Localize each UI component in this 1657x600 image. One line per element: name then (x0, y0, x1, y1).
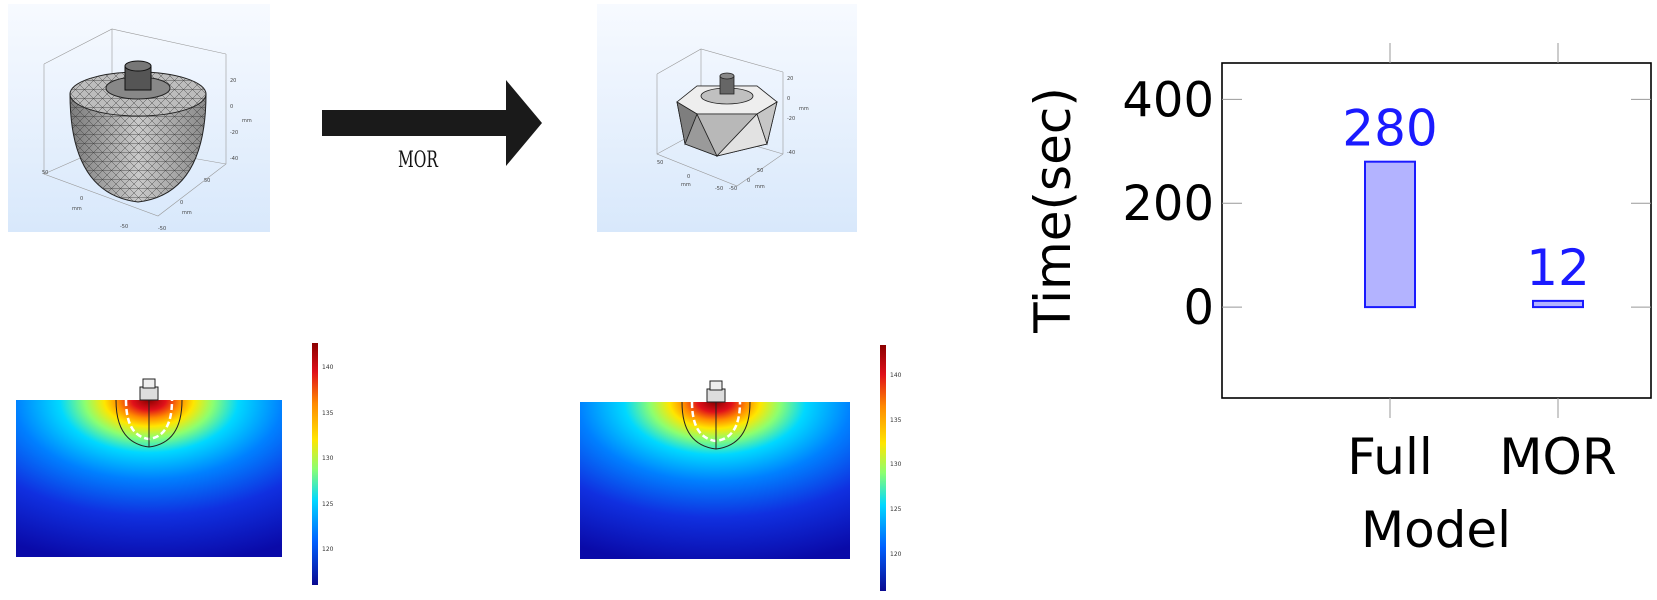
y-tick: 0 (747, 178, 750, 184)
reduced-mesh-plot: 20 0 -20 -40 mm 50 0 -50 mm 50 0 -50 mm (597, 4, 857, 232)
x-tick: 0 (80, 196, 83, 202)
x-axis-label: Model (1361, 501, 1511, 559)
z-tick: 0 (230, 104, 233, 110)
device-outline (681, 380, 751, 450)
z-tick: -20 (787, 116, 795, 122)
y-tick-label: 0 (1183, 280, 1214, 336)
x-tick-label: MOR (1499, 428, 1616, 486)
y-tick: 0 (180, 200, 183, 206)
z-tick: -40 (787, 150, 795, 156)
z-tick: 20 (787, 76, 793, 82)
axis-unit: mm (681, 182, 691, 188)
plot-frame (1221, 62, 1652, 399)
y-tick: -50 (729, 186, 737, 192)
axis-unit: mm (182, 210, 192, 216)
full-mesh-plot: 20 0 -20 -40 mm 50 0 -50 mm 50 0 -50 mm (8, 4, 270, 232)
colorbar-tick: 120 (890, 551, 902, 558)
bar-full (1364, 160, 1416, 309)
colorbar-tick: 120 (322, 546, 334, 553)
mesh-bowl (69, 60, 207, 203)
colorbar-tick: 125 (322, 501, 334, 508)
bar-mor (1532, 299, 1584, 309)
y-tick: -50 (158, 226, 166, 232)
colorbar-tick: 125 (890, 506, 902, 513)
axis-unit: mm (755, 184, 765, 190)
x-axis-ticks: Full MOR (1347, 43, 1617, 486)
z-tick: 0 (787, 96, 790, 102)
reduced-mesh-shape (676, 72, 778, 157)
y-axis-ticks: 0 200 400 (1122, 72, 1651, 336)
colorbar-tick: 140 (322, 364, 334, 371)
y-tick-label: 200 (1122, 176, 1214, 232)
bar-series: 280 12 (1342, 100, 1590, 309)
colorbar-tick: 135 (322, 410, 334, 417)
colorbar (880, 345, 886, 591)
reduction-arrow: MOR (318, 78, 548, 198)
x-tick: 0 (687, 174, 690, 180)
axis-unit: mm (242, 118, 252, 124)
bar-data-label: 12 (1526, 239, 1590, 297)
axis-unit: mm (799, 106, 809, 112)
arrow-shape (322, 80, 542, 166)
x-tick: 50 (657, 160, 663, 166)
colorbar-tick: 130 (890, 461, 902, 468)
full-temperature-field: 140 135 130 125 120 (10, 343, 340, 593)
x-tick: -50 (120, 224, 128, 230)
y-tick: 50 (204, 178, 210, 184)
time-bar-chart: 0 200 400 Full MOR 280 12 Time(sec) Model (1010, 20, 1657, 580)
colorbar-tick: 130 (322, 455, 334, 462)
temperature-map (580, 402, 850, 559)
colorbar-tick: 135 (890, 417, 902, 424)
z-tick: -20 (230, 130, 238, 136)
y-tick-label: 400 (1122, 72, 1214, 128)
arrow-label: MOR (398, 148, 438, 173)
device-outline (115, 378, 183, 448)
z-tick: -40 (230, 156, 238, 162)
x-tick-label: Full (1347, 428, 1433, 486)
y-axis-label: Time(sec) (1024, 87, 1082, 334)
y-tick: 50 (757, 168, 763, 174)
reduced-temperature-field: 140 135 130 125 120 (576, 343, 906, 595)
colorbar-tick: 140 (890, 372, 902, 379)
colorbar (312, 343, 318, 585)
bar-data-label: 280 (1342, 100, 1437, 158)
x-tick: 50 (42, 170, 48, 176)
x-tick: -50 (715, 186, 723, 192)
axis-unit: mm (72, 206, 82, 212)
z-tick: 20 (230, 78, 236, 84)
